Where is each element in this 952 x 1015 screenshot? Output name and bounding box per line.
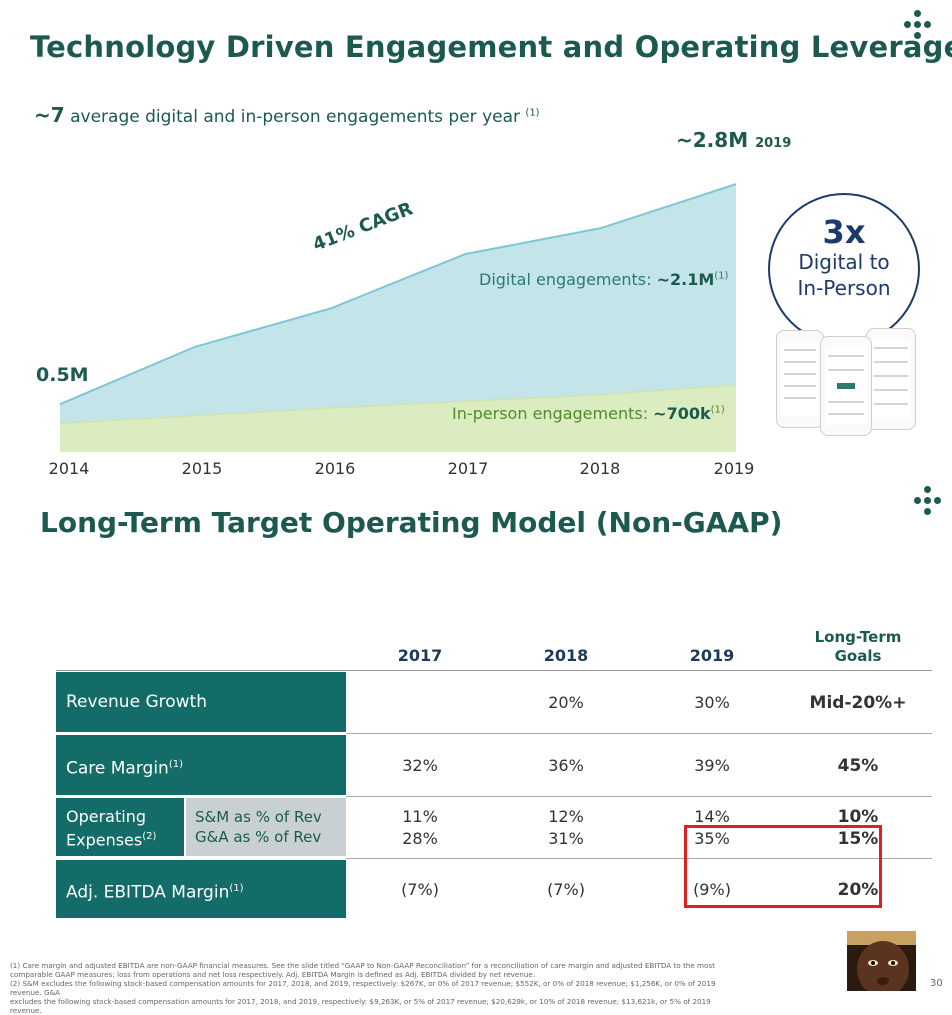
digital-label-value: ~2.1M xyxy=(656,270,715,289)
row-label-ebitda: Adj. EBITDA Margin(1) xyxy=(56,860,346,918)
care-2018: 36% xyxy=(548,756,584,775)
highlight-box xyxy=(684,825,882,908)
digital-label-sup: (1) xyxy=(714,270,729,282)
opex-sublabels: S&M as % of Rev G&A as % of Rev xyxy=(186,798,346,856)
reaction-face-image xyxy=(847,931,916,991)
brand-dots-icon-2 xyxy=(908,486,948,526)
goals-header-line1: Long-Term xyxy=(814,628,902,646)
subtitle-bold-value: ~7 xyxy=(34,103,65,127)
footnote-line: comparable GAAP measures: loss from oper… xyxy=(10,970,536,979)
brand-dots-icon xyxy=(898,10,938,50)
phone-mockup-center xyxy=(820,336,872,436)
digital-series-label: Digital engagements: ~2.1M(1) xyxy=(479,270,728,289)
slide-title: Technology Driven Engagement and Operati… xyxy=(30,30,952,64)
ga-sublabel: G&A as % of Rev xyxy=(195,828,322,846)
sm-sublabel: S&M as % of Rev xyxy=(195,808,322,826)
ga-2017: 28% xyxy=(402,829,438,848)
ebitda-label: Adj. EBITDA Margin xyxy=(66,882,230,903)
col-header-2018: 2018 xyxy=(543,646,589,665)
inperson-engagements-line xyxy=(59,384,737,425)
revenue-2018: 20% xyxy=(548,693,584,712)
callout-line1: Digital to xyxy=(798,250,890,274)
footnote-line: (1) Care margin and adjusted EBITDA are … xyxy=(10,961,715,970)
slide-subtitle: ~7 average digital and in-person engagem… xyxy=(34,103,540,127)
goals-header-line2: Goals xyxy=(834,647,882,665)
ebitda-goal: 20% xyxy=(837,880,879,900)
start-value-label: 0.5M xyxy=(36,364,89,386)
ga-goal: 15% xyxy=(837,829,879,849)
x-tick-label: 2014 xyxy=(48,459,90,478)
row-label-care: Care Margin(1) xyxy=(56,735,346,795)
sm-2017: 11% xyxy=(402,807,438,826)
revenue-goal: Mid-20%+ xyxy=(809,693,907,713)
table-title: Long-Term Target Operating Model (Non-GA… xyxy=(40,506,783,539)
care-goal: 45% xyxy=(837,756,879,776)
inperson-label-value: ~700k xyxy=(653,404,711,423)
inperson-label-sup: (1) xyxy=(710,404,725,416)
ebitda-label-sup: (1) xyxy=(229,883,244,894)
digital-engagements-line xyxy=(59,183,737,406)
col-header-2017: 2017 xyxy=(397,646,443,665)
digital-label-text: Digital engagements: xyxy=(479,270,657,289)
care-2017: 32% xyxy=(402,756,438,775)
footnotes: (1) Care margin and adjusted EBITDA are … xyxy=(10,961,740,1015)
ga-2018: 31% xyxy=(548,829,584,848)
phone-mockup-left xyxy=(776,330,824,428)
opex-label-line2: Expenses xyxy=(66,830,143,850)
ebitda-2017: (7%) xyxy=(401,880,439,899)
row-label-opex: Operating Expenses(2) xyxy=(56,798,184,856)
callout-ratio: 3x xyxy=(822,213,866,251)
x-tick-label: 2016 xyxy=(314,459,356,478)
sm-goal: 10% xyxy=(837,807,879,827)
care-label: Care Margin xyxy=(66,758,169,779)
footnote-line: (2) S&M excludes the following stock-bas… xyxy=(10,979,716,997)
sm-2018: 12% xyxy=(548,807,584,826)
x-tick-label: 2019 xyxy=(713,459,755,478)
col-header-2019: 2019 xyxy=(689,646,735,665)
sm-2019: 14% xyxy=(694,807,730,826)
inperson-series-label: In-person engagements: ~700k(1) xyxy=(452,404,725,423)
digital-ratio-callout: 3x Digital to In-Person xyxy=(768,193,920,345)
inperson-engagements-area xyxy=(60,385,736,452)
care-2019: 39% xyxy=(694,756,730,775)
end-value-label: ~2.8M 2019 xyxy=(676,128,791,152)
x-tick-label: 2017 xyxy=(447,459,489,478)
callout-line2: In-Person xyxy=(797,276,891,300)
opex-label-sup: (2) xyxy=(142,831,157,842)
row-separator xyxy=(346,733,932,734)
end-value: ~2.8M xyxy=(676,128,749,152)
inperson-label-text: In-person engagements: xyxy=(452,404,654,423)
ebitda-2019: (9%) xyxy=(693,880,731,899)
phone-mockup-right xyxy=(866,328,916,430)
digital-engagements-area xyxy=(60,184,736,424)
row-separator xyxy=(346,858,932,859)
ebitda-2018: (7%) xyxy=(547,880,585,899)
revenue-label: Revenue Growth xyxy=(66,692,207,712)
subtitle-footnote-ref: (1) xyxy=(525,107,540,119)
footnote-line: excludes the following stock-based compe… xyxy=(10,997,711,1015)
x-tick-label: 2015 xyxy=(181,459,223,478)
revenue-2019: 30% xyxy=(694,693,730,712)
x-tick-label: 2018 xyxy=(579,459,621,478)
care-label-sup: (1) xyxy=(168,759,184,770)
engagement-area-chart xyxy=(59,183,737,452)
col-header-goals: Long-Term Goals xyxy=(798,628,918,666)
page-number: 30 xyxy=(930,978,943,989)
row-separator xyxy=(346,796,932,797)
row-label-revenue: Revenue Growth xyxy=(56,672,346,732)
ga-2019: 35% xyxy=(694,829,730,848)
opex-label-line1: Operating xyxy=(66,807,146,826)
subtitle-text: average digital and in-person engagement… xyxy=(70,107,521,127)
table-top-rule xyxy=(56,670,932,671)
end-value-year: 2019 xyxy=(755,136,792,151)
